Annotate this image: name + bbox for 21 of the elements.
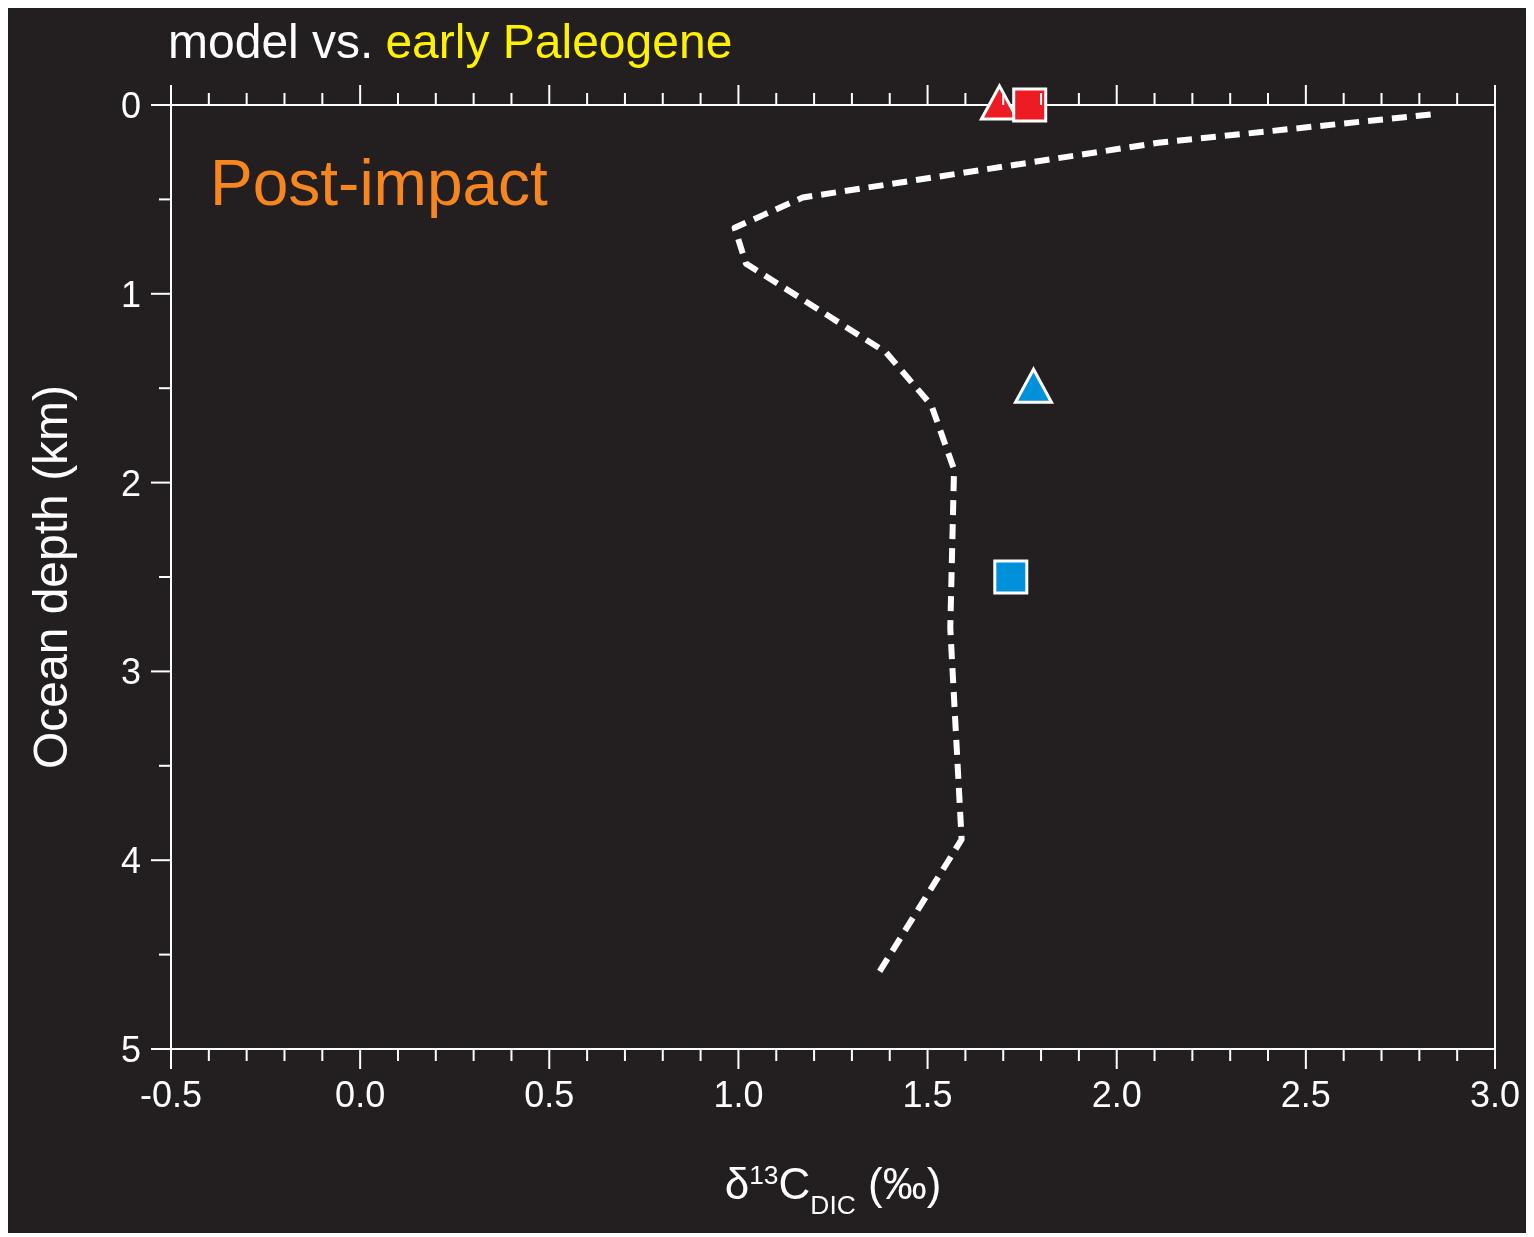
x-tick-label: 1.5 bbox=[902, 1074, 953, 1115]
x-tick-label: 1.0 bbox=[713, 1074, 764, 1115]
y-tick-label: 2 bbox=[120, 462, 141, 504]
y-tick-label: 3 bbox=[120, 651, 141, 693]
y-tick-label: 4 bbox=[120, 840, 141, 882]
y-tick-label: 1 bbox=[120, 273, 141, 315]
x-tick-label: -0.5 bbox=[139, 1074, 203, 1115]
x-tick-label: 2.0 bbox=[1091, 1074, 1142, 1115]
x-tick-label: 2.5 bbox=[1280, 1074, 1331, 1115]
point bbox=[993, 559, 1029, 595]
annotation: Post-impact bbox=[210, 146, 548, 220]
x-tick-label: 0.5 bbox=[524, 1074, 575, 1115]
y-tick-label: 5 bbox=[120, 1029, 141, 1070]
y-axis-title: Ocean depth (km) bbox=[23, 384, 77, 770]
chart-subtitle: early Paleogene bbox=[385, 15, 733, 68]
chart-title: model vs. bbox=[168, 15, 374, 68]
y-tick-label: 0 bbox=[120, 85, 141, 126]
point bbox=[1013, 367, 1053, 404]
x-tick-label: 3.0 bbox=[1469, 1074, 1521, 1115]
x-tick-label: 0.0 bbox=[335, 1074, 386, 1115]
x-axis-title: δ$^{13}$C$_{DIC}$ (‰) bbox=[724, 1159, 942, 1220]
